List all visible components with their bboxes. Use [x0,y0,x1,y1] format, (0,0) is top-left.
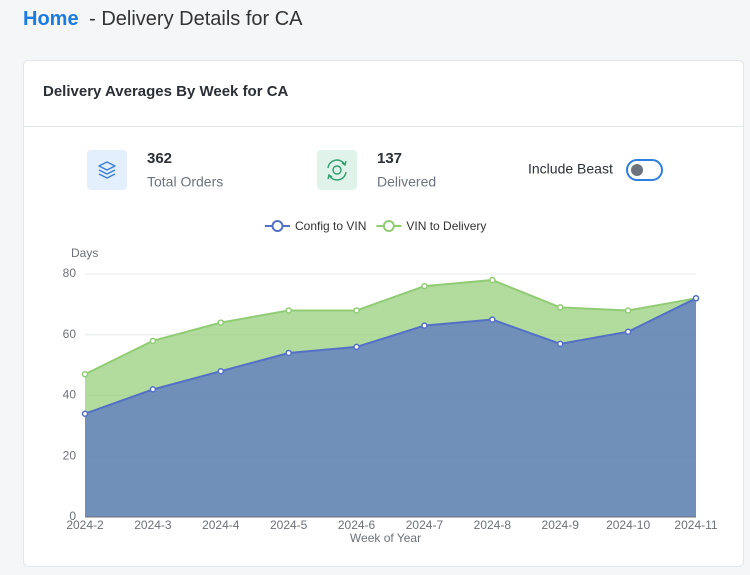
delivered-icon-bg [317,150,357,190]
y-tick-label: 40 [63,388,77,402]
point [149,337,157,345]
x-axis-label: Week of Year [350,531,421,545]
y-axis-label: Days [71,246,98,260]
point [285,307,292,314]
line [84,279,697,376]
point [353,307,360,314]
chart: 0 20 40 60 80 Days Week of Year Config to VIN VI… [63,219,718,545]
point [692,295,700,302]
point [81,410,89,417]
y-tick-label: 80 [63,266,77,280]
point [421,282,428,290]
breadcrumb: Home - Delivery Details for CA [23,8,303,30]
point [81,370,89,378]
point [489,276,496,284]
y-tick-label: 0 [69,509,76,523]
x-tick-label: 2024-3 [134,518,172,532]
x-tick-label: 2024-8 [474,518,512,532]
point [217,367,225,375]
stat-label: Delivered [377,174,436,190]
y-tick-label: 60 [63,327,77,341]
point [217,319,225,326]
stat-label: Total Orders [147,174,223,190]
point [556,304,564,311]
home-link[interactable]: Home [23,8,79,30]
stat-value: 362 [147,150,172,167]
x-tick-label: 2024-11 [674,518,717,532]
x-tick-label: 2024-5 [270,518,308,532]
card-title: Delivery Averages By Week for CA [43,83,289,100]
x-tick-label: 2024-4 [202,518,240,532]
legend-label: VIN to Delivery [406,219,486,233]
point [285,349,292,357]
x-tick-label: 2024-7 [406,518,444,532]
x-tick-label: 2024-2 [66,518,104,532]
toggle-knob [631,164,643,176]
point [556,340,564,348]
x-tick-label: 2024-10 [606,518,650,532]
point [624,328,632,335]
stat-value: 137 [377,150,402,167]
legend-marker [271,220,284,232]
point [149,386,157,393]
point [489,316,496,323]
orders-icon [98,161,116,179]
area [85,298,696,517]
x-tick-label: 2024-9 [542,518,580,532]
toggle-label: Include Beast [528,161,613,177]
point [421,322,428,329]
point [624,307,632,314]
delivered-icon [327,159,347,181]
point [353,343,360,351]
legend-marker [382,220,395,232]
line [84,297,697,415]
page-title: - Delivery Details for CA [89,8,303,30]
y-tick-label: 20 [63,448,77,462]
x-tick-label: 2024-6 [338,518,376,532]
legend-label: Config to VIN [295,219,366,233]
